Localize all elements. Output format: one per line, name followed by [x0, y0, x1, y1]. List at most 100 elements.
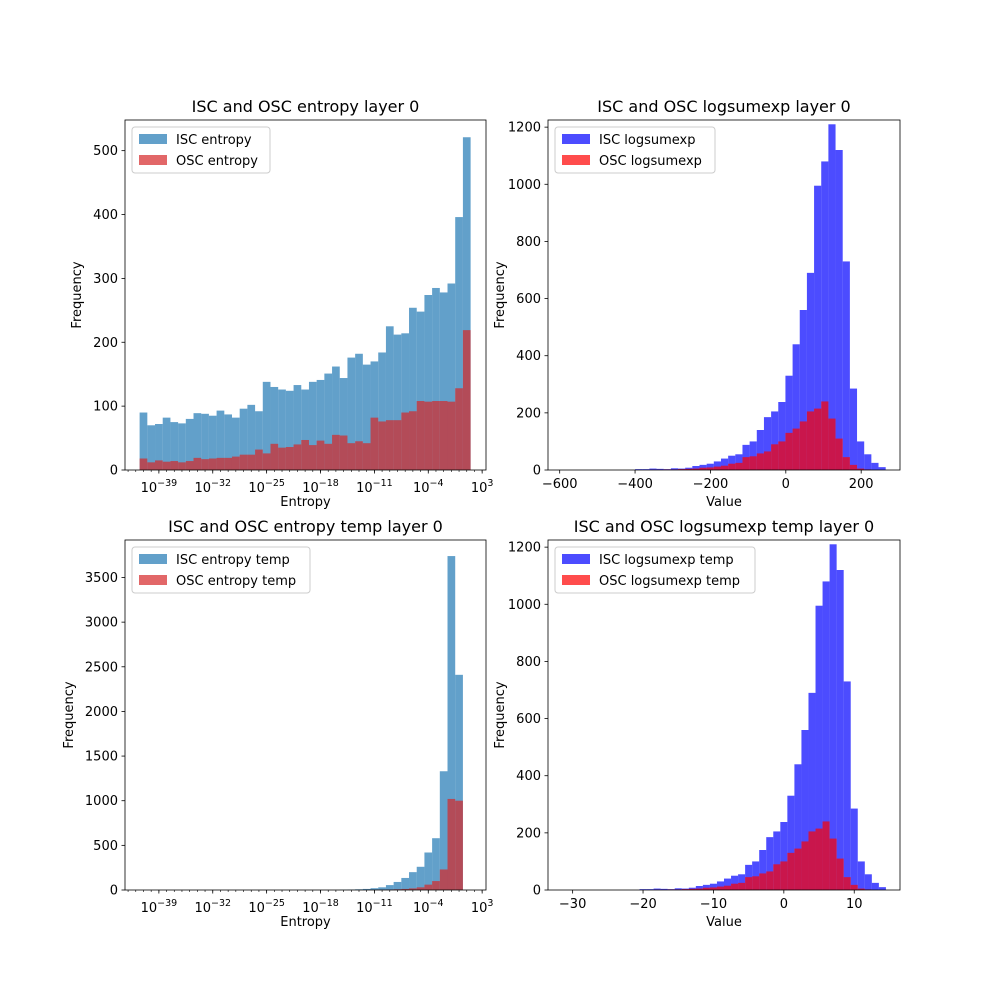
histogram-bar — [432, 881, 440, 890]
histogram-bar — [773, 864, 781, 890]
y-tick-label: 0 — [533, 884, 541, 899]
histogram-bar — [806, 411, 815, 470]
histogram-bar — [756, 453, 764, 470]
histogram-bar — [799, 310, 807, 470]
x-tick-label: 0 — [780, 897, 788, 912]
histogram-bar — [347, 443, 356, 470]
histogram-bar — [674, 888, 682, 890]
y-axis-label: Frequency — [493, 261, 508, 328]
histogram-bar — [447, 283, 456, 470]
axes-frame — [124, 119, 487, 471]
histogram-bar — [828, 418, 836, 470]
histogram-bar — [316, 379, 325, 470]
histogram-bar — [301, 439, 309, 470]
histogram-bar — [285, 390, 294, 470]
histogram-bar — [339, 435, 348, 470]
legend-swatch — [562, 155, 590, 165]
histogram-bar — [155, 424, 163, 470]
histogram-bar — [785, 432, 793, 470]
histogram-bar — [709, 887, 717, 890]
y-tick-label: 400 — [516, 769, 541, 784]
histogram-bar — [864, 454, 872, 470]
histogram-bar — [822, 581, 830, 890]
x-tick-label: 10−32 — [194, 478, 231, 496]
x-tick-label: −10 — [700, 897, 727, 912]
histogram-bar — [247, 454, 256, 470]
histogram-bar — [147, 462, 156, 470]
legend-label: OSC logsumexp temp — [599, 574, 740, 589]
histogram-bar — [835, 438, 843, 470]
legend-label: OSC entropy — [176, 154, 258, 169]
histogram-bar — [724, 878, 732, 890]
legend: ISC logsumexp temp OSC logsumexp temp — [554, 546, 756, 594]
y-tick-label: 400 — [93, 208, 118, 223]
legend: ISC entropy OSC entropy — [131, 126, 271, 174]
legend: ISC logsumexp OSC logsumexp — [554, 126, 716, 174]
histogram-bar — [678, 469, 686, 470]
histogram-bar — [706, 463, 714, 470]
histogram-bar — [728, 463, 736, 470]
histogram-bar — [401, 333, 410, 470]
histogram-bar — [393, 334, 402, 470]
x-tick-label: 10−11 — [356, 478, 393, 496]
histogram-bar — [766, 837, 774, 890]
histogram-bar — [231, 456, 240, 470]
histogram-bar — [455, 388, 463, 470]
histogram-bar — [720, 465, 729, 470]
histogram-bar — [362, 364, 371, 470]
histogram-bar — [201, 459, 209, 470]
legend-box — [131, 546, 311, 594]
y-tick-label: 300 — [93, 272, 118, 287]
histogram-bar — [756, 430, 764, 470]
histogram-bar — [416, 401, 425, 470]
y-tick-label: 400 — [516, 349, 541, 364]
histogram-bar — [170, 461, 179, 470]
histogram-bar — [794, 764, 802, 890]
legend-swatch — [139, 554, 167, 564]
histogram-bar — [324, 373, 333, 470]
y-axis-label: Frequency — [493, 681, 508, 748]
histogram-bar — [842, 261, 850, 470]
histogram-bar — [642, 469, 650, 470]
histogram-bar — [815, 828, 823, 890]
legend-swatch — [139, 575, 167, 585]
x-tick-label: 10−32 — [194, 898, 231, 916]
chart-title: ISC and OSC logsumexp temp layer 0 — [574, 517, 874, 536]
y-tick-label: 2000 — [85, 705, 118, 720]
y-tick-label: 0 — [110, 884, 118, 899]
histogram-bar — [139, 458, 148, 470]
histogram-bar — [355, 353, 363, 470]
histogram-bar — [713, 466, 721, 470]
legend-swatch — [139, 134, 167, 144]
histogram-bar — [401, 888, 410, 890]
histogram-bar — [752, 876, 760, 890]
histogram-bar — [738, 874, 746, 890]
histogram-bar — [355, 441, 363, 470]
histogram-bar — [347, 357, 356, 470]
histogram-bar — [878, 887, 886, 890]
x-tick-label: 10−39 — [141, 898, 178, 916]
histogram-bar — [759, 850, 767, 890]
histogram-bar — [702, 887, 710, 890]
x-tick-label: 103 — [471, 478, 494, 496]
histogram-bar — [706, 467, 714, 470]
histogram-bar — [871, 462, 879, 470]
histogram-bar — [409, 872, 417, 890]
subplot-3: 0 500 1000 1500 2000 2500 3000 3500 10−39 10−32 10… — [62, 517, 493, 930]
histogram-bar — [231, 417, 240, 470]
histogram-bar — [724, 885, 732, 890]
series-1-bars — [139, 137, 471, 471]
legend-swatch — [562, 134, 590, 144]
histogram-bar — [201, 413, 209, 470]
histogram-bar — [763, 417, 772, 470]
histogram-bar — [332, 434, 340, 470]
histogram-bar — [728, 455, 736, 470]
x-tick-label: −200 — [693, 477, 729, 492]
series-2-bars — [139, 330, 471, 470]
x-tick-label: 0 — [782, 477, 790, 492]
axes-frame — [124, 539, 487, 891]
histogram-bar — [416, 311, 425, 470]
histogram-bar — [808, 831, 816, 890]
x-axis-label: Value — [706, 495, 742, 510]
